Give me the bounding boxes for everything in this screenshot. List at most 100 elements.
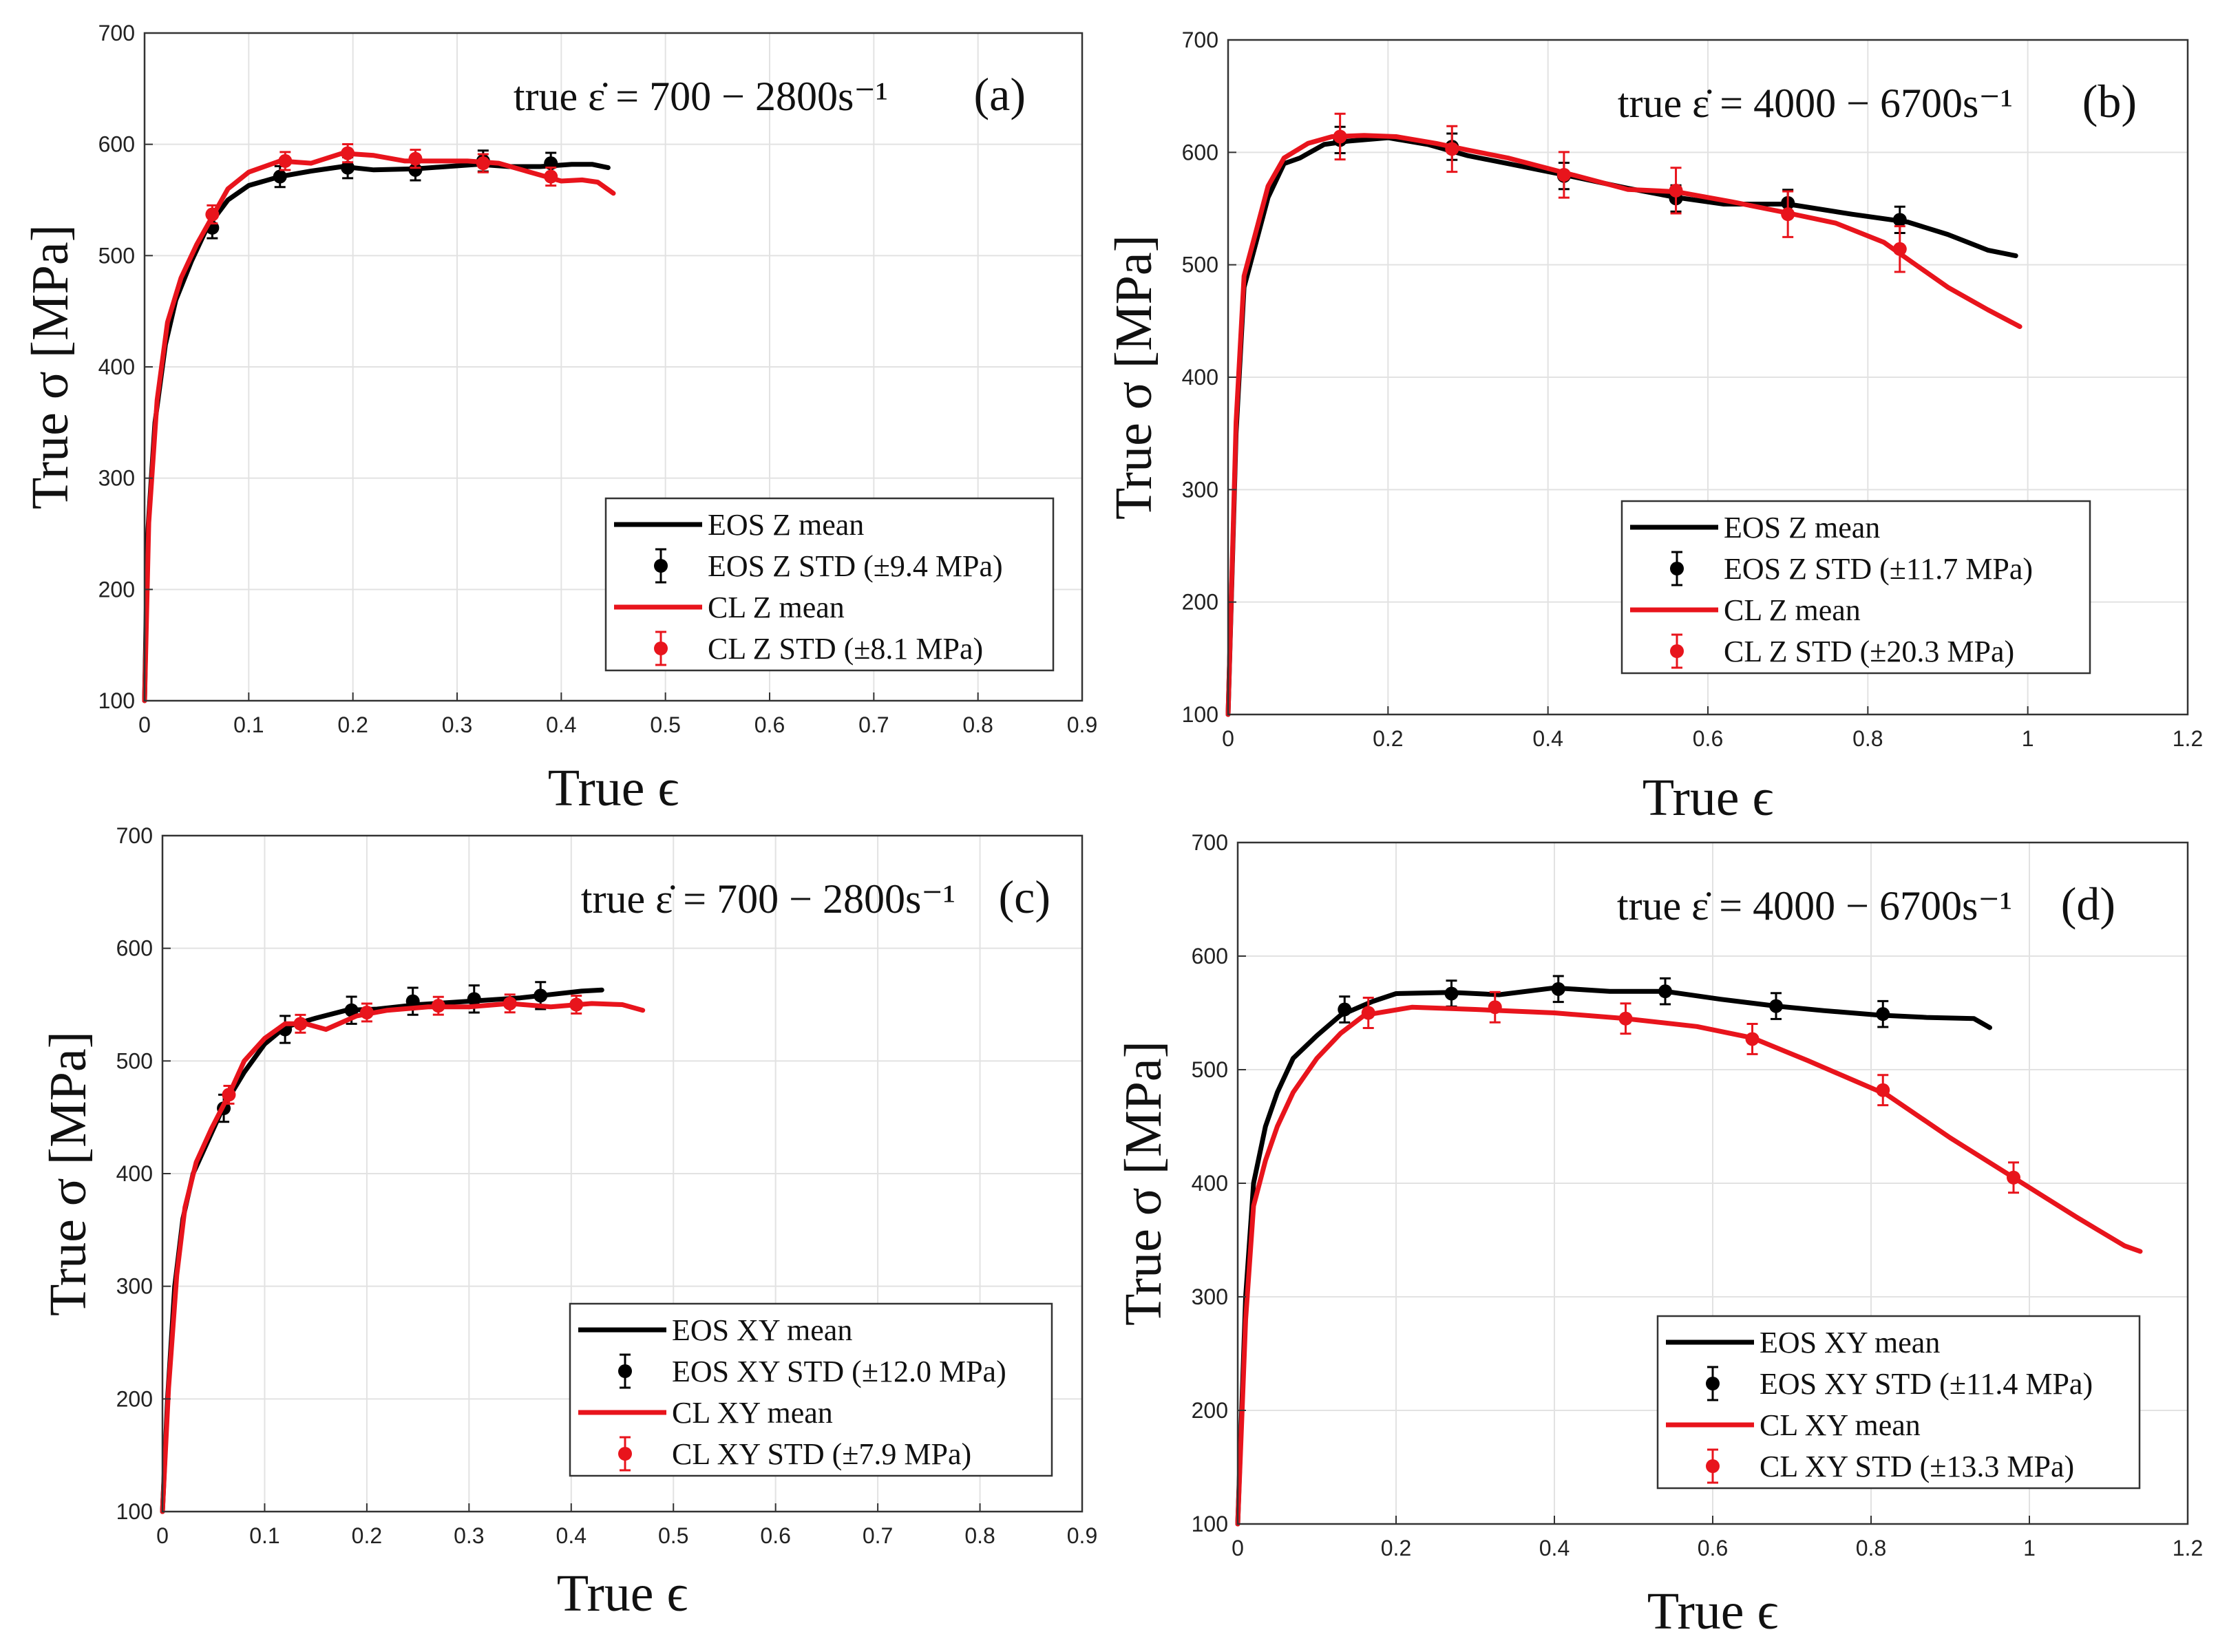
data-point-cl-z-mean: [1669, 183, 1683, 198]
plot-area-b: 0 0.2 0.4 0.6 0.8 1 1.2 100200300400500600700 …: [1182, 28, 2204, 751]
data-point-cl-xy-mean: [569, 997, 584, 1012]
x-axis-label-d: True ϵ: [1647, 1582, 1779, 1640]
error-bar-eos-xy-mean: [467, 984, 481, 1014]
series-line-cl-z-mean: [1225, 133, 2022, 717]
error-bar-eos-z-mean: [1892, 205, 1907, 234]
data-point-eos-xy-mean: [1876, 1007, 1890, 1021]
error-bar-cl-xy-mean: [431, 995, 445, 1016]
x-ticks-d: 0 0.2 0.4 0.6 0.8 1 1.2: [1232, 1516, 2203, 1560]
error-bar-cl-z-mean: [1333, 112, 1347, 161]
legend-entry-eos-mean-b: EOS Z mean: [1724, 511, 1880, 544]
error-bar-cl-z-mean: [1445, 125, 1459, 173]
data-point-cl-xy-mean: [1361, 1006, 1375, 1020]
data-point-eos-z-mean: [1892, 213, 1907, 227]
panel-c: 0 0.1 0.2 0.3 0.4 0.5 0.6 0.7 0.8 0.9 100 200 300 40…: [39, 823, 1097, 1622]
legend-box-d: [1656, 1315, 2141, 1490]
data-point-cl-xy-mean: [503, 996, 517, 1010]
y-ticks-c: 100 200 300 400 500 600 700: [116, 823, 171, 1524]
y-axis-label-c: True σ [MPa]: [39, 1031, 97, 1316]
y-tick-label: 400: [1182, 365, 1218, 390]
x-tick-label: 0.1: [233, 712, 264, 737]
y-tick-label: 500: [98, 243, 135, 268]
x-tick-label: 0: [156, 1523, 169, 1548]
y-tick-label: 100: [1192, 1512, 1228, 1536]
curves-b: [1225, 112, 2022, 717]
error-bar-cl-xy-mean: [293, 1013, 308, 1034]
legend-entry-cl-mean-d: CL XY mean: [1760, 1408, 1921, 1442]
error-bar-cl-z-mean: [476, 153, 490, 173]
y-tick-label: 700: [1182, 28, 1218, 52]
data-point-cl-xy-mean: [1876, 1083, 1890, 1097]
x-tick-label: 0.4: [1532, 726, 1563, 751]
legend-entry-cl-std-b: CL Z STD (±20.3 MPa): [1724, 635, 2014, 668]
y-tick-label: 300: [98, 466, 135, 491]
y-ticks-d: 100 200 300 400 500 600 700: [1192, 830, 1246, 1536]
rate-label-c: true ε̇ = 700 − 2800s⁻¹: [581, 876, 955, 922]
error-bar-cl-xy-mean: [1618, 1002, 1633, 1035]
legend-c: EOS XY mean EOS XY STD (±12.0 MPa) CL XY…: [569, 1302, 1053, 1477]
x-tick-label: 0.9: [1067, 1523, 1097, 1548]
error-bar-cl-z-mean: [205, 204, 220, 225]
y-tick-label: 700: [1192, 830, 1228, 855]
data-point-eos-xy-mean: [1551, 982, 1565, 996]
y-tick-label: 400: [116, 1161, 153, 1186]
y-tick-label: 300: [1182, 477, 1218, 502]
error-bar-cl-z-mean: [1892, 225, 1907, 273]
error-bar-cl-z-mean: [1781, 190, 1795, 238]
legend-box-a: [604, 497, 1055, 672]
series-line-eos-xy-mean: [1235, 985, 1992, 1527]
legend-box-b: [1620, 500, 2091, 675]
error-bar-cl-xy-mean: [1361, 997, 1375, 1029]
x-tick-label: 0.8: [1856, 1536, 1886, 1560]
curves-c: [160, 981, 646, 1514]
legend-entry-eos-mean-c: EOS XY mean: [672, 1313, 852, 1347]
data-point-eos-xy-mean: [467, 992, 481, 1006]
data-point-cl-z-mean: [408, 151, 423, 166]
x-ticks-c: 0 0.1 0.2 0.3 0.4 0.5 0.6 0.7 0.8 0.9: [156, 1503, 1097, 1548]
x-ticks-a: 0 0.1 0.2 0.3 0.4 0.5 0.6 0.7 0.8 0.9: [138, 692, 1097, 737]
x-tick-label: 0.5: [658, 1523, 688, 1548]
curves-a: [142, 143, 616, 703]
rate-label-b: true ε̇ = 4000 − 6700s⁻¹: [1618, 81, 2013, 126]
x-tick-label: 0.8: [964, 1523, 995, 1548]
y-tick-label: 500: [1192, 1057, 1228, 1082]
x-tick-label: 0: [1222, 726, 1234, 751]
x-tick-label: 1: [2022, 726, 2034, 751]
plot-area-a: 0 0.1 0.2 0.3 0.4 0.5 0.6 0.7 0.8 0.9 100 200 300 40…: [98, 21, 1098, 737]
error-bar-cl-z-mean: [544, 166, 558, 187]
x-tick-label: 0.9: [1067, 712, 1097, 737]
x-tick-label: 0.7: [863, 1523, 893, 1548]
legend-entry-cl-std-d: CL XY STD (±13.3 MPa): [1760, 1450, 2074, 1483]
error-bar-cl-z-mean: [408, 149, 423, 169]
x-tick-label: 0: [1232, 1536, 1244, 1560]
x-tick-label: 0: [138, 712, 151, 737]
error-bar-cl-z-mean: [1669, 167, 1683, 215]
legend-entry-eos-mean-a: EOS Z mean: [708, 508, 864, 542]
error-bar-cl-xy-mean: [569, 995, 584, 1015]
data-point-eos-z-mean: [341, 160, 355, 175]
y-tick-label: 300: [1192, 1284, 1228, 1309]
legend-entry-cl-mean-c: CL XY mean: [672, 1396, 833, 1430]
x-tick-label: 0.6: [1693, 726, 1723, 751]
x-tick-label: 0.3: [454, 1523, 484, 1548]
x-ticks-b: 0 0.2 0.4 0.6 0.8 1 1.2: [1222, 706, 2203, 751]
x-tick-label: 0.8: [962, 712, 993, 737]
data-point-cl-xy-mean: [359, 1005, 374, 1019]
data-point-eos-xy-mean: [534, 988, 548, 1003]
data-point-eos-z-mean: [408, 162, 423, 177]
x-tick-label: 0.6: [754, 712, 785, 737]
error-bar-cl-xy-mean: [2007, 1161, 2020, 1194]
y-axis-label-a: True σ [MPa]: [21, 224, 79, 509]
y-tick-label: 400: [98, 354, 135, 379]
panel-letter-c: (c): [999, 871, 1050, 923]
panel-letter-b: (b): [2082, 75, 2137, 127]
legend-a: EOS Z mean EOS Z STD (±9.4 MPa) CL Z mea…: [604, 497, 1055, 672]
error-bar-eos-xy-mean: [1658, 977, 1672, 1006]
data-point-cl-z-mean: [205, 207, 220, 222]
legend-entry-cl-mean-a: CL Z mean: [708, 591, 845, 624]
x-tick-label: 0.1: [249, 1523, 279, 1548]
legend-entry-cl-std-a: CL Z STD (±8.1 MPa): [708, 632, 983, 666]
data-point-eos-xy-mean: [1769, 999, 1783, 1013]
error-bar-eos-xy-mean: [1338, 995, 1352, 1024]
